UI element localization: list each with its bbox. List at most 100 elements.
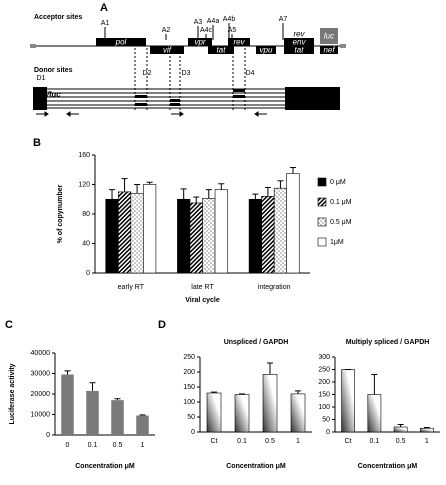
x-tick-label: 0.5 <box>396 438 406 445</box>
y-tick-label: 120 <box>78 181 90 188</box>
y-tick-label: 10000 <box>31 411 51 418</box>
x-axis-label: Concentration μM <box>358 463 418 470</box>
acceptor-label: A2 <box>162 27 171 34</box>
error-bar <box>252 193 259 200</box>
x-tick-label: 0 <box>66 442 70 449</box>
error-bar <box>89 382 96 391</box>
y-tick-label: 160 <box>78 152 90 159</box>
legend-swatch <box>317 237 327 247</box>
y-tick-label: 40 <box>82 240 90 247</box>
error-bar <box>139 414 146 416</box>
chart-title: Unspliced / GAPDH <box>224 339 289 346</box>
x-tick-label: 0.5 <box>265 438 275 445</box>
bar <box>117 191 132 274</box>
bar <box>143 184 157 274</box>
panel-label: B <box>33 137 41 149</box>
bar <box>420 427 434 433</box>
gene-box <box>208 46 234 54</box>
x-tick-label: Ct <box>345 438 352 445</box>
donor-label: D1 <box>37 75 46 82</box>
error-bar <box>267 362 273 375</box>
legend-swatch <box>317 217 327 227</box>
gene-box <box>320 28 338 44</box>
y-tick-label: 200 <box>318 379 330 386</box>
error-bar <box>205 189 212 199</box>
bar <box>61 374 74 435</box>
panel-label: A <box>100 2 108 14</box>
gene-box <box>96 38 146 46</box>
bar <box>136 415 149 435</box>
legend-swatch <box>317 197 327 207</box>
bar <box>262 374 278 433</box>
legend-label: 1μM <box>330 239 344 246</box>
y-tick-label: 300 <box>318 354 330 361</box>
donor-label: D3 <box>182 70 191 77</box>
error-bar <box>109 189 116 200</box>
error-bar <box>289 167 296 174</box>
bar <box>214 189 228 274</box>
x-tick-label: 0.1 <box>370 438 380 445</box>
acceptor-title: Acceptor sites <box>34 14 82 21</box>
gene-label: rev <box>293 30 305 39</box>
y-tick-label: 100 <box>318 404 330 411</box>
donor-label: D4 <box>246 70 255 77</box>
gene-label: tat <box>295 46 305 55</box>
bar <box>234 394 250 433</box>
bar <box>290 393 306 433</box>
exon-blocks <box>33 87 340 110</box>
error-bar <box>218 183 225 190</box>
error-bar <box>397 424 404 427</box>
y-tick-label: 250 <box>183 354 195 361</box>
gene-box <box>284 46 314 54</box>
legend-swatch <box>317 177 327 187</box>
bar <box>367 394 382 433</box>
y-tick-label: 20000 <box>31 391 51 398</box>
bar <box>286 173 300 274</box>
error-bar <box>121 178 128 192</box>
error-bar <box>239 393 245 395</box>
x-tick-label: 0.1 <box>237 438 247 445</box>
acceptor-label: A4b <box>223 16 236 23</box>
acceptor-label: A3 <box>194 19 203 26</box>
gene-box <box>188 38 212 46</box>
panel-label: C <box>5 319 13 331</box>
bar <box>189 202 203 274</box>
x-tick-label: 1 <box>141 442 145 449</box>
x-axis-label: Viral cycle <box>185 297 220 304</box>
gene-box <box>228 38 250 46</box>
donor-label: D2 <box>143 70 152 77</box>
error-bar <box>180 188 187 200</box>
gene-box <box>284 38 314 46</box>
x-tick-label: late RT <box>191 284 214 291</box>
error-bar <box>295 390 301 394</box>
gene-box <box>320 46 338 54</box>
error-bar <box>277 180 284 189</box>
construct-label: Nef/luc <box>34 90 61 99</box>
gene-box <box>256 46 276 54</box>
acceptor-label: A1 <box>101 20 110 27</box>
y-tick-label: 150 <box>183 384 195 391</box>
primer-arrows <box>36 111 267 117</box>
gene-label: vpr <box>194 38 205 47</box>
error-bar <box>114 398 121 401</box>
legend-label: 0.5 μM <box>330 219 352 226</box>
bar <box>206 392 222 433</box>
bar <box>105 198 119 274</box>
y-tick-label: 0 <box>86 270 90 277</box>
error-bar <box>193 196 200 203</box>
y-tick-label: 0 <box>326 429 330 436</box>
error-bar <box>423 427 430 429</box>
bar <box>393 426 408 433</box>
x-tick-label: 1 <box>296 438 300 445</box>
panel-label: D <box>158 319 166 331</box>
gene-label: rev <box>233 38 245 47</box>
acceptor-label: A5 <box>228 27 237 34</box>
y-tick-label: 0 <box>191 429 195 436</box>
legend-label: 0 μM <box>330 179 346 186</box>
bar <box>273 187 288 274</box>
bar <box>111 400 124 435</box>
gene-label: env <box>293 38 307 47</box>
acceptor-label: A7 <box>279 16 288 23</box>
x-tick-label: 1 <box>425 438 429 445</box>
